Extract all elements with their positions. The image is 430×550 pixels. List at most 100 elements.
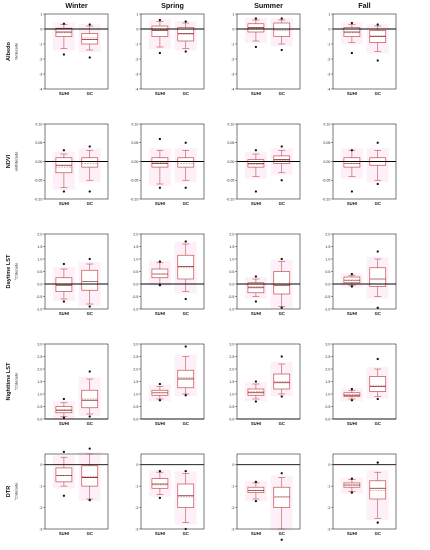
iqr-box bbox=[343, 157, 361, 168]
panel-frame bbox=[236, 233, 301, 310]
panel-frame bbox=[140, 233, 205, 310]
box-dtr-winter-suhi: SUHI bbox=[52, 450, 75, 536]
y-tick-label: 0.5 bbox=[37, 405, 42, 409]
unit-label-dtr: °C/decade bbox=[15, 483, 19, 501]
y-tick-label: -1.0 bbox=[228, 307, 234, 311]
panel-daytime-lst-summer: 2.0 1.5 1.0 0.5 0.0 -0.5 -1.0 SUHI GC bbox=[228, 232, 301, 316]
y-tick-label: -0.05 bbox=[34, 179, 42, 183]
y-tick-label: -3 bbox=[231, 527, 234, 531]
y-tick-label: -1 bbox=[327, 42, 330, 46]
outlier-point bbox=[62, 494, 66, 497]
outlier-point bbox=[88, 190, 91, 193]
outlier-point bbox=[254, 400, 258, 403]
y-tick-label: 0.10 bbox=[323, 122, 330, 126]
outlier-point bbox=[184, 20, 187, 23]
panel-frame bbox=[332, 343, 397, 420]
panel-daytime-lst-winter: 2.0 1.5 1.0 0.5 0.0 -0.5 -1.0 SUHI GC bbox=[36, 232, 109, 316]
y-tick-label: 1 bbox=[232, 12, 234, 16]
outlier-point bbox=[254, 190, 258, 193]
panel-albedo-winter: 1 0 -1 -2 -3 -4 SUHI GC bbox=[39, 12, 109, 96]
outlier-point bbox=[350, 21, 354, 25]
iqr-box bbox=[369, 267, 387, 287]
outlier-point bbox=[350, 477, 354, 480]
outlier-point bbox=[184, 297, 187, 301]
outlier-point bbox=[254, 45, 258, 49]
x-category-label-gc: GC bbox=[375, 421, 381, 426]
box-nighttime-lst-fall-gc: GC bbox=[366, 357, 389, 426]
y-tick-label: 3.0 bbox=[325, 342, 330, 346]
outlier-point bbox=[254, 17, 258, 20]
outlier-point bbox=[88, 415, 91, 418]
x-category-label-gc: GC bbox=[183, 91, 189, 96]
y-tick-label: 1.0 bbox=[37, 392, 42, 396]
outlier-point bbox=[254, 380, 258, 383]
y-tick-label: 2.0 bbox=[37, 232, 42, 236]
outlier-point bbox=[376, 182, 379, 186]
y-tick-label: 0 bbox=[232, 463, 234, 467]
panel-frame bbox=[140, 123, 205, 200]
iqr-box bbox=[247, 388, 265, 396]
outlier-point bbox=[158, 496, 162, 500]
box-dtr-winter-gc: GC bbox=[78, 447, 101, 536]
outlier-point bbox=[350, 285, 354, 288]
y-tick-label: 0.10 bbox=[35, 122, 42, 126]
box-daytime-lst-summer-gc: GC bbox=[270, 257, 293, 316]
panel-albedo-fall: 1 0 -1 -2 -3 -4 SUHI GC bbox=[327, 12, 397, 96]
x-category-label-suhi: SUHI bbox=[347, 311, 357, 316]
y-tick-label: 1.5 bbox=[133, 380, 138, 384]
panel-nighttime-lst-winter: 3.0 2.5 2.0 1.5 1.0 0.5 0.0 SUHI GC bbox=[37, 342, 109, 426]
outlier-point bbox=[376, 357, 379, 361]
box-nighttime-lst-spring-gc: GC bbox=[174, 345, 197, 426]
outlier-point bbox=[254, 275, 258, 278]
outlier-point bbox=[376, 250, 379, 253]
outlier-point bbox=[62, 22, 66, 25]
box-ndvi-fall-suhi: SUHI bbox=[340, 148, 363, 206]
y-tick-label: -1 bbox=[39, 484, 42, 488]
x-category-label-gc: GC bbox=[183, 531, 189, 536]
y-tick-label: -2 bbox=[135, 506, 138, 510]
outlier-point bbox=[280, 257, 283, 261]
x-category-label-suhi: SUHI bbox=[251, 421, 261, 426]
y-tick-label: 1.0 bbox=[37, 257, 42, 261]
panel-daytime-lst-fall: 2.0 1.5 1.0 0.5 0.0 -0.5 -1.0 SUHI GC bbox=[324, 232, 397, 316]
y-tick-label: -1.0 bbox=[324, 307, 330, 311]
outlier-point bbox=[280, 48, 283, 52]
y-tick-label: 0 bbox=[232, 27, 234, 31]
y-tick-label: 1.0 bbox=[325, 257, 330, 261]
iqr-box bbox=[273, 486, 291, 508]
y-tick-label: 3.0 bbox=[133, 342, 138, 346]
box-dtr-summer-suhi: SUHI bbox=[244, 480, 267, 536]
box-dtr-spring-gc: GC bbox=[174, 469, 197, 536]
y-tick-label: 0.00 bbox=[227, 160, 234, 164]
outlier-point bbox=[88, 447, 91, 450]
panel-frame bbox=[332, 233, 397, 310]
outlier-point bbox=[88, 498, 91, 502]
y-tick-label: -0.10 bbox=[34, 197, 42, 201]
iqr-box bbox=[247, 486, 265, 493]
y-tick-label: 0.0 bbox=[133, 417, 138, 421]
y-tick-label: -3 bbox=[231, 72, 234, 76]
y-tick-label: 0.10 bbox=[131, 122, 138, 126]
outlier-point bbox=[376, 461, 379, 464]
x-category-label-gc: GC bbox=[87, 311, 93, 316]
y-tick-label: 1.0 bbox=[229, 392, 234, 396]
outlier-point bbox=[88, 145, 91, 148]
outlier-point bbox=[88, 370, 91, 373]
y-tick-label: -2 bbox=[327, 57, 330, 61]
outlier-point bbox=[350, 491, 354, 494]
y-tick-label: 0.00 bbox=[35, 160, 42, 164]
y-tick-label: 1 bbox=[136, 12, 138, 16]
x-category-label-gc: GC bbox=[375, 531, 381, 536]
panel-ndvi-fall: 0.10 0.05 0.00 -0.05 -0.10 SUHI GC bbox=[322, 122, 397, 206]
box-ndvi-winter-suhi: SUHI bbox=[52, 149, 75, 206]
y-tick-label: 0.5 bbox=[229, 270, 234, 274]
x-category-label-suhi: SUHI bbox=[155, 201, 165, 206]
panel-frame bbox=[140, 453, 205, 530]
y-tick-label: 0 bbox=[40, 463, 42, 467]
y-tick-label: -0.10 bbox=[322, 197, 330, 201]
iqr-box bbox=[177, 254, 195, 280]
box-albedo-winter-gc: GC bbox=[78, 23, 101, 96]
outlier-point bbox=[184, 394, 187, 397]
outlier-point bbox=[280, 395, 283, 398]
